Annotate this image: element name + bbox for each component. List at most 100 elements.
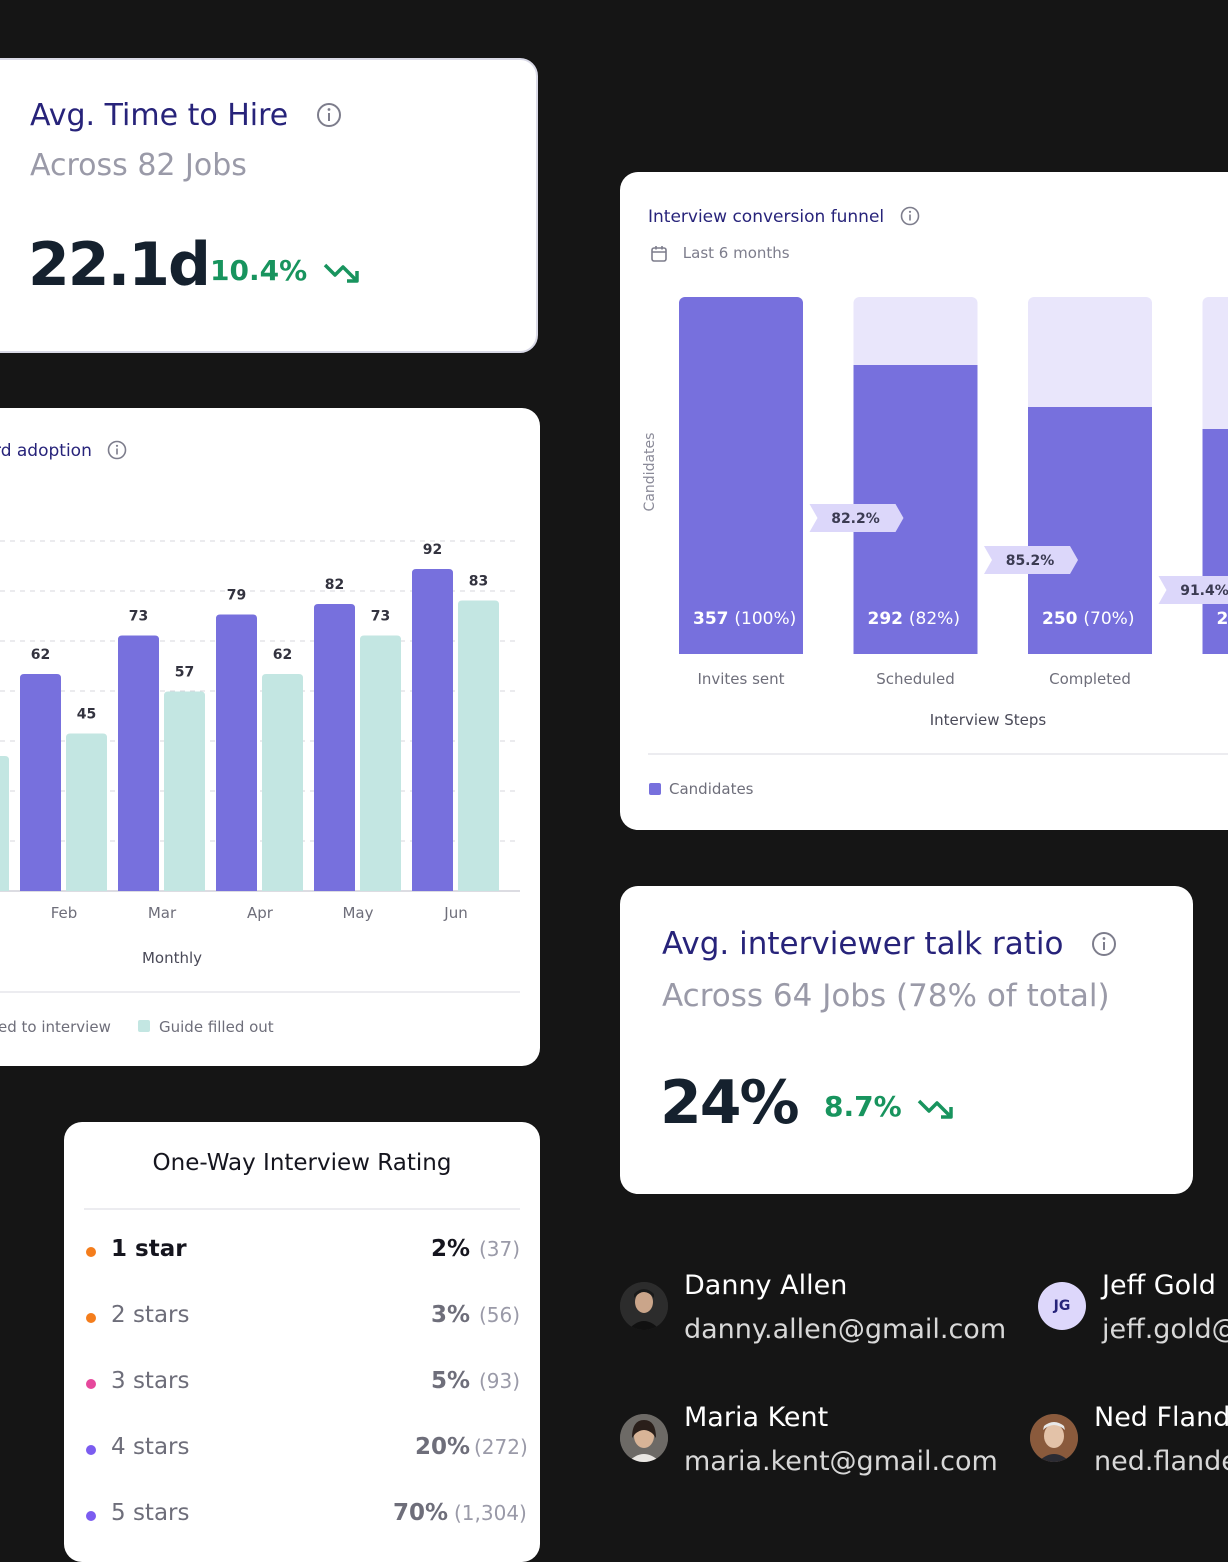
- bar-value-label: 83: [469, 574, 488, 590]
- rating-label: 2 stars: [111, 1302, 189, 1328]
- person-email: ned.flande: [1094, 1446, 1228, 1477]
- rating-dot: [86, 1247, 96, 1257]
- bar-value-label: 92: [423, 542, 442, 558]
- x-axis-label: Monthly: [142, 949, 202, 967]
- conversion-rate: 82.2%: [831, 511, 880, 527]
- bar-value-label: 73: [371, 609, 390, 625]
- time-to-hire-title: Avg. Time to Hire: [30, 98, 342, 133]
- person-email: jeff.gold@: [1102, 1314, 1228, 1345]
- rating-percent: 70%: [393, 1500, 448, 1526]
- funnel-count: 2: [1217, 609, 1228, 629]
- rating-percent: 2%: [431, 1236, 470, 1262]
- rating-dot: [86, 1379, 96, 1389]
- bar-value-label: 73: [129, 609, 148, 625]
- trend-down-icon: [323, 259, 363, 285]
- bar-primary[interactable]: [314, 604, 355, 891]
- bar-value-label: 62: [31, 647, 50, 663]
- bar-value-label: 82: [325, 577, 344, 593]
- bar-secondary[interactable]: [262, 674, 303, 891]
- rating-row: 3 stars 5%(93): [84, 1364, 520, 1404]
- legend-label[interactable]: Candidates: [669, 780, 754, 798]
- divider: [84, 1208, 520, 1210]
- funnel-percent: (100%): [734, 609, 796, 629]
- bar-primary[interactable]: [20, 674, 61, 891]
- time-to-hire-card: Avg. Time to Hire Across 82 Jobs 22.1d 1…: [0, 58, 538, 353]
- funnel-percent: (70%): [1083, 609, 1134, 629]
- person-name: Jeff Gold: [1102, 1270, 1216, 1301]
- person-email: maria.kent@gmail.com: [684, 1446, 998, 1477]
- funnel-percent: (82%): [909, 609, 960, 629]
- conversion-rate: 91.4%: [1180, 583, 1228, 599]
- legend-label[interactable]: ed to interview: [0, 1018, 111, 1036]
- funnel-bar-label: 357 (100%): [693, 609, 796, 629]
- rating-dot: [86, 1313, 96, 1323]
- funnel-bar-label: 292 (82%): [868, 609, 960, 629]
- bar-value-label: 62: [273, 647, 292, 663]
- time-to-hire-subtitle: Across 82 Jobs: [30, 148, 247, 183]
- x-tick-label: Jun: [443, 904, 467, 922]
- funnel-bar-label: 2: [1217, 609, 1228, 629]
- x-tick-label: Apr: [247, 904, 274, 922]
- talk-ratio-value: 24%: [660, 1068, 798, 1138]
- time-to-hire-value: 22.1d: [28, 230, 209, 300]
- bar-secondary[interactable]: [458, 601, 499, 892]
- avatar: [620, 1414, 668, 1462]
- legend-label[interactable]: Guide filled out: [159, 1018, 274, 1036]
- funnel-step-label: Scheduled: [876, 670, 954, 688]
- person-name: Danny Allen: [684, 1270, 847, 1301]
- rating-count: (93): [474, 1369, 520, 1393]
- rating-count: (37): [474, 1237, 520, 1261]
- funnel-bar[interactable]: [679, 297, 803, 654]
- bar-secondary[interactable]: [360, 636, 401, 892]
- info-icon[interactable]: [316, 102, 342, 128]
- bar-secondary[interactable]: [66, 734, 107, 892]
- funnel-count: 292: [868, 609, 909, 629]
- avatar-initials: JG: [1038, 1282, 1086, 1330]
- rating-count: (56): [474, 1303, 520, 1327]
- funnel-bar-base: [679, 644, 803, 654]
- rating-percent: 3%: [431, 1302, 470, 1328]
- y-axis-label: Candidates: [642, 433, 658, 512]
- bar-primary[interactable]: [216, 615, 257, 892]
- avatar-photo-icon: [1030, 1414, 1078, 1462]
- bar-secondary[interactable]: [0, 756, 9, 891]
- bar-value-label: 57: [175, 665, 194, 681]
- conversion-rate: 85.2%: [1006, 553, 1055, 569]
- funnel-step-label: Completed: [1049, 670, 1131, 688]
- x-tick-label: Mar: [148, 904, 177, 922]
- talk-ratio-title-text: Avg. interviewer talk ratio: [662, 926, 1063, 962]
- rating-title: One-Way Interview Rating: [64, 1150, 540, 1176]
- bar-value-label: 79: [227, 588, 246, 604]
- time-to-hire-delta-text: 10.4%: [210, 254, 307, 287]
- rating-label: 3 stars: [111, 1368, 189, 1394]
- talk-ratio-subtitle: Across 64 Jobs (78% of total): [662, 978, 1110, 1014]
- rating-percent: 5%: [431, 1368, 470, 1394]
- rating-label: 5 stars: [111, 1500, 189, 1526]
- funnel-count: 357: [693, 609, 734, 629]
- avatar: [620, 1282, 668, 1330]
- person-email: danny.allen@gmail.com: [684, 1314, 1006, 1345]
- rating-row: 2 stars 3%(56): [84, 1298, 520, 1338]
- rating-percent: 20%: [415, 1434, 470, 1460]
- talk-ratio-delta-text: 8.7%: [824, 1090, 902, 1123]
- bar-secondary[interactable]: [164, 692, 205, 892]
- avatar-photo-icon: [620, 1414, 668, 1462]
- x-tick-label: Feb: [51, 904, 78, 922]
- talk-ratio-title: Avg. interviewer talk ratio: [662, 926, 1117, 962]
- bar-value-label: 45: [77, 707, 96, 723]
- legend-swatch: [138, 1020, 150, 1032]
- x-axis-label: Interview Steps: [930, 711, 1047, 729]
- info-icon[interactable]: [1091, 931, 1117, 957]
- bar-primary[interactable]: [118, 636, 159, 892]
- trend-down-icon: [917, 1095, 957, 1121]
- time-to-hire-title-text: Avg. Time to Hire: [30, 98, 288, 133]
- rating-dot: [86, 1445, 96, 1455]
- bar-primary[interactable]: [412, 569, 453, 891]
- talk-ratio-card: Avg. interviewer talk ratio Across 64 Jo…: [620, 886, 1193, 1194]
